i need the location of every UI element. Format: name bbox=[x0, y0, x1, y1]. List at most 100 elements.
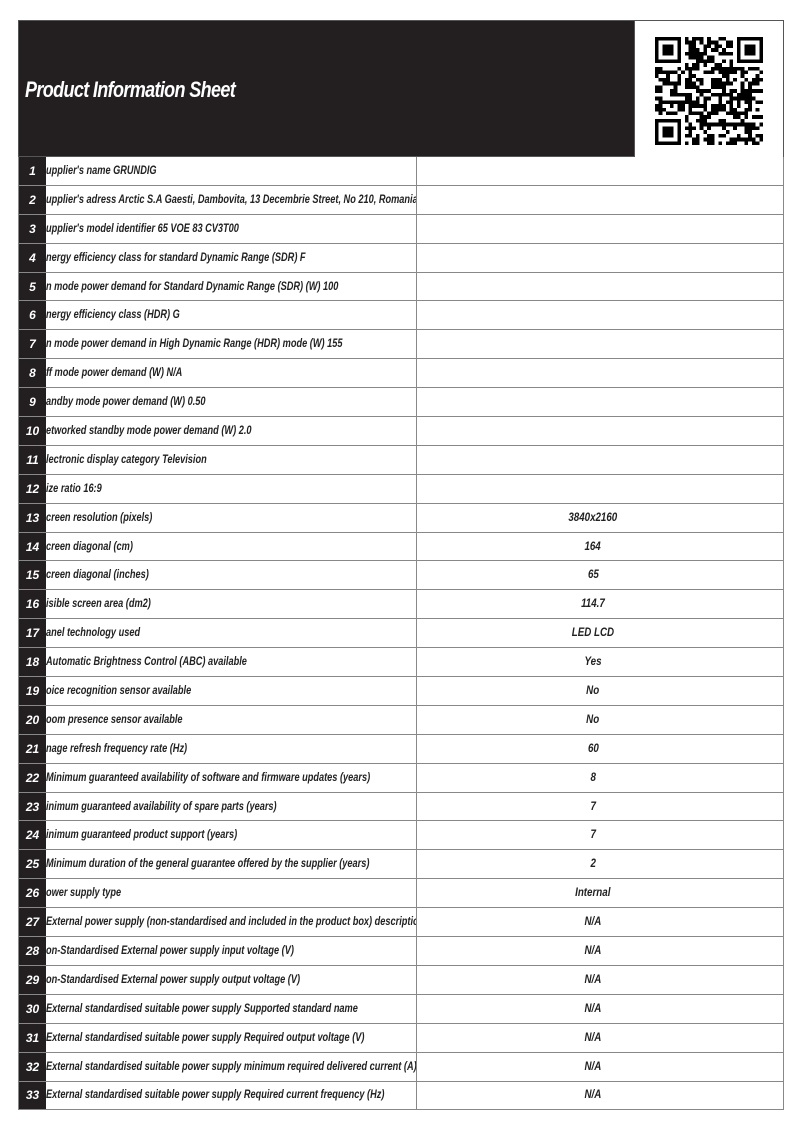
row-label: External standardised suitable power sup… bbox=[46, 994, 417, 1023]
row-label: on-Standardised External power supply in… bbox=[46, 937, 417, 965]
row-label: ff mode power demand (W) N/A bbox=[46, 359, 417, 388]
table-row: 13 creen resolution (pixels) 3840x2160 bbox=[19, 503, 784, 533]
row-label-text: nage refresh frequency rate (Hz) bbox=[46, 742, 188, 755]
table-row: 17 anel technology used LED LCD bbox=[19, 619, 784, 649]
row-number: 20 bbox=[19, 705, 46, 734]
table-row: 3 upplier's model identifier 65 VOE 83 C… bbox=[19, 214, 784, 244]
table-row: 31 External standardised suitable power … bbox=[19, 1023, 784, 1053]
row-number: 2 bbox=[19, 185, 46, 214]
row-label: nage refresh frequency rate (Hz) bbox=[46, 734, 417, 763]
row-label-text: ower supply type bbox=[46, 887, 122, 900]
row-value bbox=[417, 214, 784, 243]
row-label-text: oom presence sensor available bbox=[46, 713, 183, 726]
row-label: n mode power demand in High Dynamic Rang… bbox=[46, 330, 417, 359]
row-value bbox=[417, 301, 784, 330]
row-label: oice recognition sensor available bbox=[46, 677, 417, 705]
row-value bbox=[417, 417, 784, 445]
row-label-text: ff mode power demand (W) N/A bbox=[46, 367, 183, 380]
row-value bbox=[417, 243, 784, 272]
row-label-text: upplier's model identifier 65 VOE 83 CV3… bbox=[46, 222, 239, 235]
table-row: 7 n mode power demand in High Dynamic Ra… bbox=[19, 330, 784, 360]
row-value bbox=[417, 445, 784, 474]
row-label: External standardised suitable power sup… bbox=[46, 1023, 417, 1052]
row-number: 11 bbox=[19, 445, 46, 474]
row-number: 28 bbox=[19, 937, 46, 965]
row-label: upplier's name GRUNDIG bbox=[46, 157, 417, 185]
row-number: 16 bbox=[19, 590, 46, 619]
row-value-text: LED LCD bbox=[571, 627, 615, 640]
table-row: 4 nergy efficiency class for standard Dy… bbox=[19, 243, 784, 273]
row-value-text: 114.7 bbox=[581, 598, 605, 611]
row-label: Automatic Brightness Control (ABC) avail… bbox=[46, 648, 417, 677]
row-label: etworked standby mode power demand (W) 2… bbox=[46, 417, 417, 445]
row-label-text: upplier's adress Arctic S.A Gaesti, Damb… bbox=[46, 193, 417, 206]
table-row: 26 ower supply type Internal bbox=[19, 879, 784, 909]
row-label-text: n mode power demand for Standard Dynamic… bbox=[46, 280, 339, 293]
row-number: 1 bbox=[19, 157, 46, 185]
table-row: 32 External standardised suitable power … bbox=[19, 1052, 784, 1082]
row-number: 8 bbox=[19, 359, 46, 388]
row-label-text: on-Standardised External power supply in… bbox=[46, 944, 294, 957]
table-row: 28 on-Standardised External power supply… bbox=[19, 937, 784, 966]
row-value: 114.7 bbox=[417, 590, 784, 619]
row-value-text: 8 bbox=[590, 771, 596, 784]
row-number: 33 bbox=[19, 1081, 46, 1110]
row-label: creen diagonal (cm) bbox=[46, 532, 417, 561]
table-row: 1 upplier's name GRUNDIG bbox=[19, 157, 784, 186]
row-value: N/A bbox=[417, 1052, 784, 1081]
row-label-text: nergy efficiency class (HDR) G bbox=[46, 309, 180, 322]
row-value: N/A bbox=[417, 994, 784, 1023]
row-label: External power supply (non-standardised … bbox=[46, 908, 417, 937]
row-number: 30 bbox=[19, 994, 46, 1023]
table-row: 10 etworked standby mode power demand (W… bbox=[19, 417, 784, 446]
table-row: 20 oom presence sensor available No bbox=[19, 705, 784, 735]
row-value-text: N/A bbox=[584, 916, 602, 929]
table-row: 25 Minimum duration of the general guara… bbox=[19, 850, 784, 880]
row-label-text: Minimum guaranteed availability of softw… bbox=[46, 771, 371, 784]
qr-code-icon bbox=[655, 37, 763, 145]
row-label-text: etworked standby mode power demand (W) 2… bbox=[46, 424, 252, 437]
row-value-text: No bbox=[586, 684, 600, 697]
row-number: 23 bbox=[19, 792, 46, 821]
row-label: Minimum duration of the general guarante… bbox=[46, 850, 417, 879]
row-label: nergy efficiency class for standard Dyna… bbox=[46, 243, 417, 272]
row-label: External standardised suitable power sup… bbox=[46, 1081, 417, 1110]
row-value-text: No bbox=[586, 713, 600, 726]
row-label: upplier's model identifier 65 VOE 83 CV3… bbox=[46, 214, 417, 243]
product-information-sheet: Product Information Sheet 1 upplier's na… bbox=[18, 20, 784, 1111]
table-row: 15 creen diagonal (inches) 65 bbox=[19, 561, 784, 591]
row-label-text: upplier's name GRUNDIG bbox=[46, 164, 157, 177]
row-number: 27 bbox=[19, 908, 46, 937]
table-row: 2 upplier's adress Arctic S.A Gaesti, Da… bbox=[19, 185, 784, 215]
row-value-text: N/A bbox=[584, 973, 602, 986]
table-row: 16 isible screen area (dm2) 114.7 bbox=[19, 590, 784, 620]
row-label: inimum guaranteed product support (years… bbox=[46, 821, 417, 850]
row-label-text: inimum guaranteed availability of spare … bbox=[46, 800, 277, 813]
row-value: N/A bbox=[417, 1081, 784, 1110]
info-table: 1 upplier's name GRUNDIG 2 upplier's adr… bbox=[18, 157, 784, 1111]
row-number: 14 bbox=[19, 532, 46, 561]
page-title: Product Information Sheet bbox=[25, 77, 236, 102]
row-number: 10 bbox=[19, 417, 46, 445]
row-value: 164 bbox=[417, 532, 784, 561]
row-number: 4 bbox=[19, 243, 46, 272]
row-number: 15 bbox=[19, 561, 46, 590]
row-number: 13 bbox=[19, 503, 46, 532]
table-row: 11 lectronic display category Television bbox=[19, 445, 784, 475]
row-value: 8 bbox=[417, 763, 784, 792]
row-value: N/A bbox=[417, 908, 784, 937]
row-value-text: 2 bbox=[590, 858, 596, 871]
row-label: inimum guaranteed availability of spare … bbox=[46, 792, 417, 821]
row-value-text: Internal bbox=[575, 887, 611, 900]
row-label: creen diagonal (inches) bbox=[46, 561, 417, 590]
row-value: 3840x2160 bbox=[417, 503, 784, 532]
row-value bbox=[417, 157, 784, 185]
row-label-text: nergy efficiency class for standard Dyna… bbox=[46, 251, 306, 264]
row-value bbox=[417, 185, 784, 214]
row-label-text: lectronic display category Television bbox=[46, 453, 207, 466]
row-value bbox=[417, 330, 784, 359]
row-label-text: Minimum duration of the general guarante… bbox=[46, 858, 370, 871]
sheet-header: Product Information Sheet bbox=[18, 20, 784, 157]
row-label-text: ize ratio 16:9 bbox=[46, 482, 102, 495]
row-number: 12 bbox=[19, 474, 46, 503]
